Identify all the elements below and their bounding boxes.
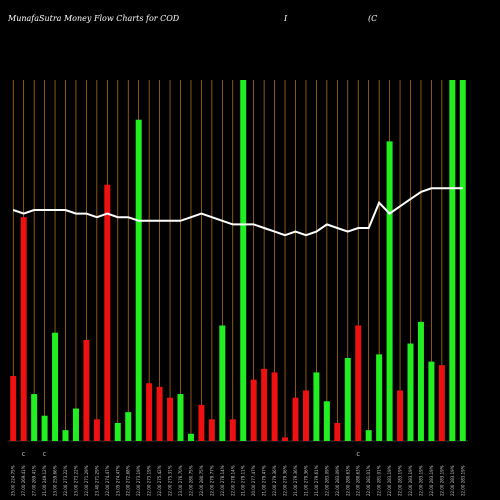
bar	[146, 383, 153, 441]
bar	[302, 390, 309, 441]
bar	[114, 422, 121, 441]
x-tick-label: 22.00 283.09%	[335, 465, 340, 496]
x-tick-label: 23.40 271.29%	[94, 465, 99, 496]
bar	[334, 422, 341, 441]
x-tick-label: 25.00 224.75%	[11, 465, 16, 496]
bar	[417, 321, 424, 441]
marker-label: C	[356, 452, 360, 458]
x-tick-label: 22.00 281.01%	[366, 465, 371, 496]
bar	[438, 365, 445, 441]
bar	[167, 397, 174, 441]
bar	[104, 184, 111, 441]
bar	[93, 419, 100, 441]
x-tick-label: 21.00 279.36%	[293, 465, 298, 496]
x-tick-label: 22.00 279.36%	[272, 465, 277, 496]
bar	[156, 386, 163, 441]
x-tick-label: 23.00 276.70%	[178, 465, 183, 496]
bar	[41, 415, 48, 441]
x-tick-label: 21.00 279.61%	[314, 465, 319, 496]
x-tick-label: 22.00 273.19%	[136, 465, 141, 496]
bar	[31, 394, 38, 441]
bar	[187, 433, 194, 441]
bar	[72, 408, 79, 441]
x-tick-label: 21.00 279.47%	[262, 465, 267, 496]
bar	[135, 119, 142, 442]
x-tick-label: 22.00 283.19%	[418, 465, 423, 496]
x-tick-label: 22.00 279.36%	[283, 465, 288, 496]
bar	[428, 361, 435, 441]
x-tick-label: 23.00 259.66%	[53, 465, 58, 496]
bar	[282, 437, 289, 441]
x-tick-label: 22.00 280.75%	[188, 465, 193, 496]
x-tick-label: 22.00 281.01%	[377, 465, 382, 496]
x-tick-label: 22.00 275.42%	[157, 465, 162, 496]
x-tick-label: 22.00 280.63%	[345, 465, 350, 496]
bar	[10, 376, 17, 441]
x-tick-label: 22.00 283.09%	[324, 465, 329, 496]
bar	[386, 141, 393, 441]
x-tick-label: 22.00 273.19%	[147, 465, 152, 496]
bar	[365, 430, 372, 441]
marker-label: C	[22, 452, 26, 458]
chart-header: MunafaSutra Money Flow Charts for COD I …	[0, 0, 500, 30]
bar	[355, 325, 362, 441]
x-tick-label: 22.00 279.77%	[209, 465, 214, 496]
x-tick-label: 22.00 283.19%	[398, 465, 403, 496]
bar	[250, 379, 257, 441]
x-tick-label: 23.05 274.47%	[115, 465, 120, 496]
x-tick-label: 22.00 273.22%	[63, 465, 68, 496]
bar	[261, 368, 268, 441]
bar	[271, 372, 278, 441]
bar	[198, 404, 205, 441]
bar	[449, 80, 456, 441]
x-tick-label: 21.00 249.12%	[42, 465, 47, 496]
x-tick-label: 23.00 273.22%	[73, 465, 78, 496]
chart-header-fragment-1: I	[284, 14, 288, 23]
bar	[83, 339, 90, 441]
x-tick-label: 22.00 280.63%	[356, 465, 361, 496]
x-tick-label: 22.00 271.29%	[84, 465, 89, 496]
x-tick-label: 22.00 275.31%	[168, 465, 173, 496]
x-tick-label: 27.00 269.41%	[32, 465, 37, 496]
bar	[229, 419, 236, 441]
money-flow-line	[12, 187, 463, 237]
x-tick-label: 22.00 274.47%	[105, 465, 110, 496]
x-tick-label: 22.00 278.14%	[230, 465, 235, 496]
bar	[20, 217, 27, 441]
bar	[407, 343, 414, 441]
x-tick-label: 21.00 279.36%	[303, 465, 308, 496]
bar	[344, 357, 351, 441]
bar	[313, 372, 320, 441]
bar	[397, 390, 404, 441]
x-tick-label: 22.00 278.14%	[220, 465, 225, 496]
x-tick-label: 20.00 277.47%	[251, 465, 256, 496]
x-tick-label: 22.00 283.19%	[387, 465, 392, 496]
bar	[52, 332, 59, 441]
x-tick-label: 22.00 283.19%	[460, 465, 465, 496]
marker-label: C	[43, 452, 47, 458]
bar	[292, 397, 299, 441]
x-tick-label: 22.00 283.19%	[408, 465, 413, 496]
x-tick-label: 27.00 269.41%	[21, 465, 26, 496]
x-tick-label: 21.00 279.11%	[241, 465, 246, 496]
bar	[240, 80, 247, 441]
x-tick-label: 22.00 283.19%	[450, 465, 455, 496]
x-tick-label: 22.00 283.19%	[429, 465, 434, 496]
bar	[459, 80, 466, 441]
bar	[62, 430, 69, 441]
bar	[125, 412, 132, 441]
bar	[376, 354, 383, 441]
chart-title: MunafaSutra Money Flow Charts for COD	[8, 14, 180, 23]
chart-header-fragment-2: (C	[368, 14, 378, 23]
x-tick-label: 22.00 283.19%	[439, 465, 444, 496]
x-tick-label: 22.00 280.75%	[199, 465, 204, 496]
bar	[177, 394, 184, 441]
x-tick-label: 22.00 272.68%	[126, 465, 131, 496]
bar	[323, 401, 330, 441]
bar	[219, 325, 226, 441]
bar	[208, 419, 215, 441]
